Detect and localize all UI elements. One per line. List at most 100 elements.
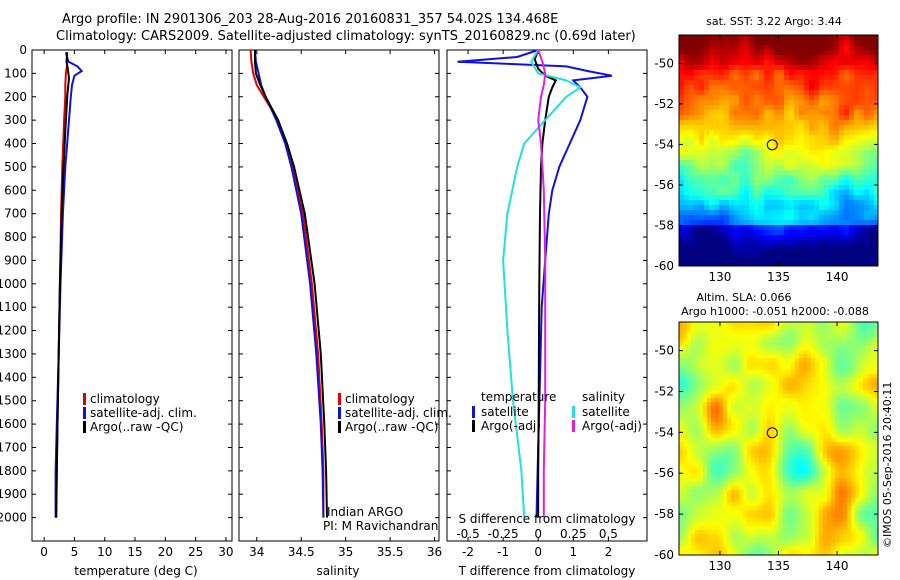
map-cell [869,80,875,86]
map-cell [687,490,692,495]
map-cell [739,358,744,363]
map-cell [754,200,760,206]
map-cell [843,442,848,447]
map-cell [731,550,736,555]
map-cell [799,366,804,371]
map-cell [804,95,810,101]
map-cell [719,402,724,407]
map-cell [739,180,745,186]
map-cell [743,482,748,487]
map-cell [834,195,840,201]
map-cell [819,366,824,371]
map-cell [847,362,852,367]
map-cell [779,350,784,355]
map-cell [747,346,752,351]
map-cell [719,110,725,116]
map-cell [851,334,856,339]
map-cell [851,410,856,415]
map-cell [764,120,770,126]
map-cell [871,378,876,383]
map-cell [763,382,768,387]
map-cell [709,135,715,141]
map-cell [714,200,720,206]
map-cell [787,458,792,463]
map-cell [751,478,756,483]
map-cell [695,362,700,367]
map-cell [863,406,868,411]
map-cell [834,135,840,141]
map-cell [724,240,730,246]
map-cell [707,490,712,495]
map-cell [855,326,860,331]
map-cell [679,185,685,191]
map-cell [739,322,744,327]
map-cell [703,458,708,463]
map-cell [709,85,715,91]
map-cell [831,414,836,419]
map-cell [724,65,730,71]
map-cell [864,125,870,131]
map-cell [684,220,690,226]
map-cell [819,45,825,51]
map-cell [707,526,712,531]
map-cell [809,140,815,146]
map-cell [867,434,872,439]
map-cell [783,382,788,387]
map-cell [794,95,800,101]
map-cell [789,120,795,126]
x-tick-label: 1 [569,545,577,559]
map-cell [871,326,876,331]
map-cell [779,450,784,455]
map-cell [787,326,792,331]
map-cell [849,185,855,191]
map-cell [839,180,845,186]
map-cell [815,366,820,371]
map-cell [754,80,760,86]
map-cell [759,55,765,61]
map-cell [703,498,708,503]
map-cell [684,205,690,211]
map-cell [724,260,730,266]
map-cell [851,470,856,475]
map-cell [719,120,725,126]
map-cell [807,346,812,351]
map-cell [799,514,804,519]
map-cell [831,470,836,475]
map-cell [849,170,855,176]
map-cell [691,450,696,455]
map-cell [823,458,828,463]
map-cell [799,225,805,231]
map-cell [831,338,836,343]
map-cell [739,542,744,547]
map-cell [867,482,872,487]
map-cell [855,538,860,543]
map-cell [769,50,775,56]
map-cell [704,155,710,161]
map-cell [787,414,792,419]
map-cell [803,430,808,435]
map-cell [704,160,710,166]
map-cell [835,410,840,415]
map-cell [711,326,716,331]
map-cell [795,366,800,371]
map-cell [807,410,812,415]
map-cell [747,478,752,483]
sst-map-panel: 130 135 140-50-52-54-56-58-60 [654,34,879,284]
map-cell [851,446,856,451]
map-cell [849,50,855,56]
map-cell [691,470,696,475]
map-cell [691,366,696,371]
map-cell [839,498,844,503]
map-cell [811,334,816,339]
map-cell [803,390,808,395]
map-cell [679,466,684,471]
map-cell [867,382,872,387]
x-tick-label: 10 [97,545,112,559]
map-cell [719,150,725,156]
map-cell [734,165,740,171]
map-cell [789,145,795,151]
map-cell [795,402,800,407]
map-cell [769,65,775,71]
map-cell [774,190,780,196]
map-cell [835,490,840,495]
